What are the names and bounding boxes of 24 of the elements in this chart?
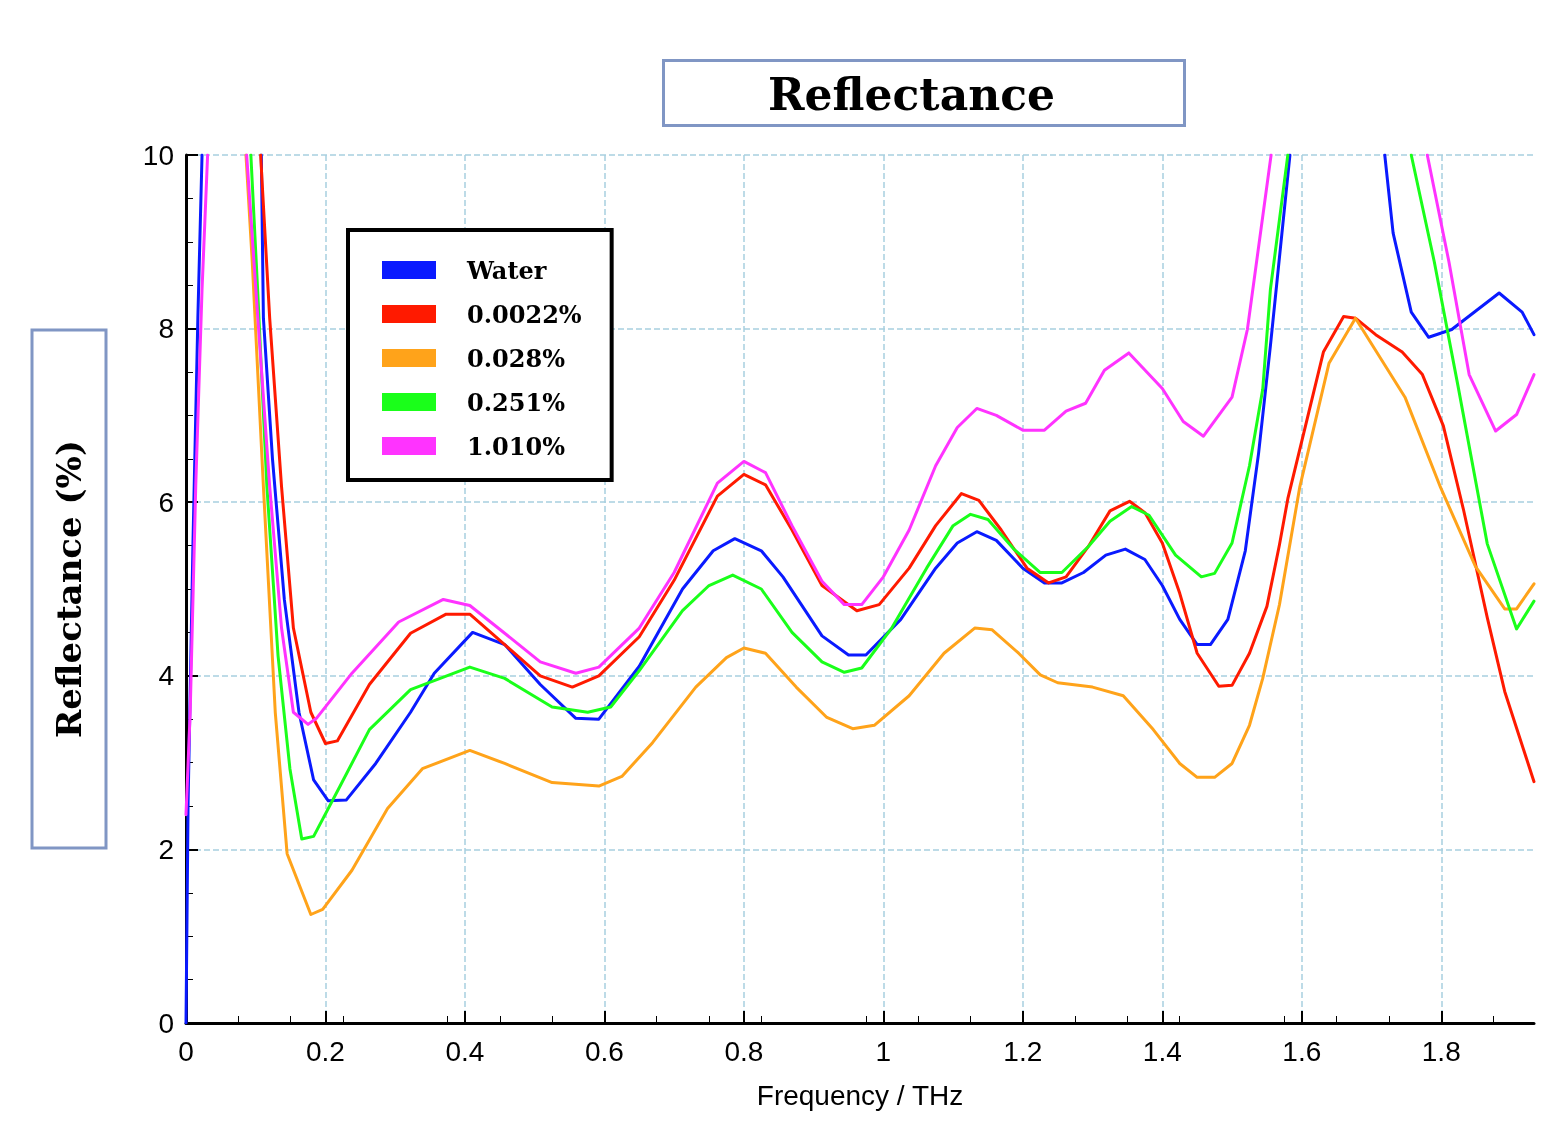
- x-tick-label: 0: [178, 1035, 194, 1067]
- x-tick-label: 1.2: [1003, 1035, 1043, 1067]
- y-tick-label: 0: [158, 1007, 174, 1039]
- x-tick-label: 0.8: [724, 1035, 764, 1067]
- x-axis-title: Frequency / THz: [756, 1079, 964, 1111]
- legend-label: 0.0022%: [467, 299, 582, 329]
- x-tick-label: 1: [875, 1035, 892, 1067]
- x-tick-label: 0.2: [306, 1035, 345, 1067]
- y-tick-label: 10: [142, 139, 174, 171]
- y-tick-label: 2: [158, 833, 174, 865]
- legend-label: 0.251%: [467, 387, 566, 417]
- x-tick-label: 0.4: [445, 1035, 485, 1067]
- legend-label: Water: [466, 255, 547, 285]
- x-tick-label: 0.6: [584, 1035, 624, 1067]
- y-tick-label: 4: [158, 660, 174, 692]
- chart-title: Reflectance: [768, 68, 1055, 120]
- y-tick-label: 8: [158, 313, 174, 345]
- x-tick-label: 1.6: [1282, 1035, 1322, 1067]
- legend-label: 0.028%: [467, 343, 566, 373]
- x-tick-label: 1.8: [1421, 1035, 1461, 1067]
- y-axis-title: Reflectance (%): [49, 439, 89, 739]
- legend-label: 1.010%: [467, 431, 566, 461]
- y-tick-label: 6: [158, 486, 174, 518]
- x-tick-label: 1.4: [1142, 1035, 1182, 1067]
